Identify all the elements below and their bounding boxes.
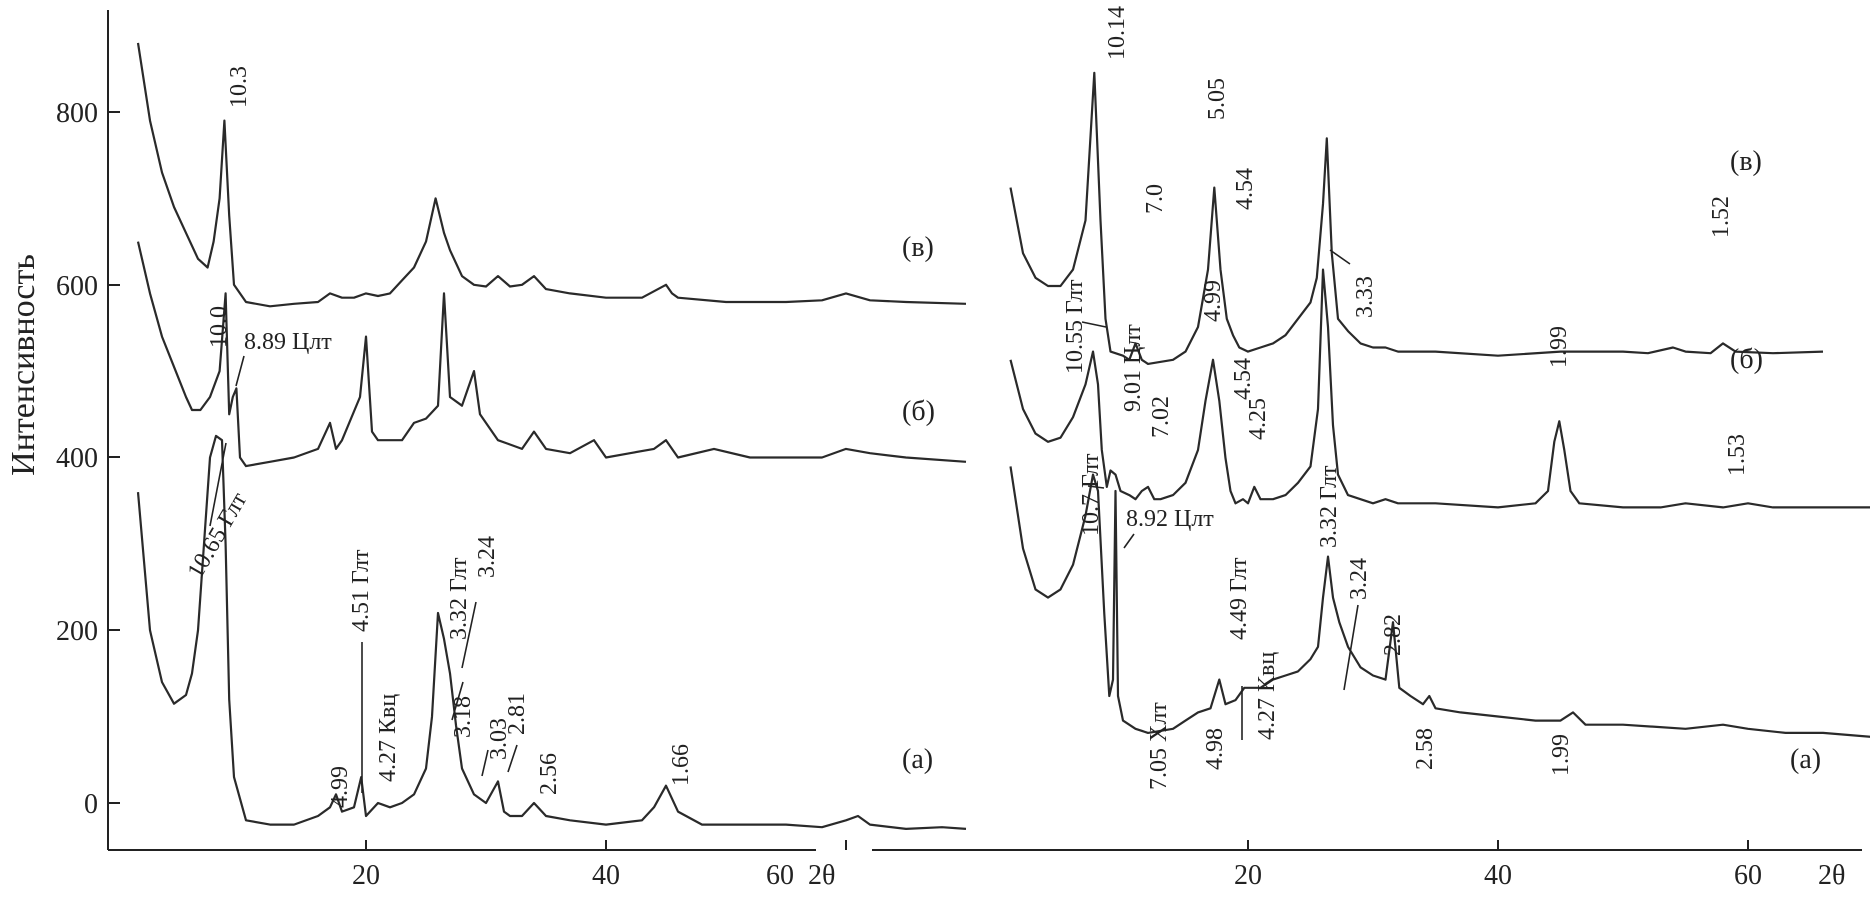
peak-label: 10.3 [226,66,252,108]
peak-label: 1.66 [668,744,694,786]
series-line-v [136,42,967,308]
peak-label: 9.01 Цлт [1120,324,1146,412]
y-tick-label: 600 [56,271,98,302]
peak-label: 2.82 [1380,614,1406,656]
peak-label: 3.32 Глт [446,557,472,640]
x-tick-label: 60 [766,860,794,891]
peak-label: 3.24 [1346,558,1372,600]
peak-label: 3.03 [486,718,512,760]
peak-label: 4.54 [1232,168,1258,210]
left-y-ticks: 800 600 400 200 0 [56,98,120,820]
peak-label: 7.0 [1142,184,1168,214]
series-line-b [1009,268,1870,509]
peak-label: 2.58 [1412,728,1438,770]
y-tick-label: 800 [56,98,98,129]
peak-label: 1.99 [1546,326,1572,368]
peak-label: 5.05 [1204,78,1230,120]
x-tick-label: 40 [592,860,620,891]
peak-label: 10.55 Глт [1062,279,1088,374]
series-label-v: (в) [1730,146,1762,177]
peak-label: 10.0 [206,306,232,348]
peak-label: 2.56 [536,753,562,795]
series-label-a: (а) [1790,744,1821,775]
series-line-b [136,241,967,468]
series-label-v: (в) [902,232,934,263]
peak-label: 3.32 Глт [1316,465,1342,548]
peak-label: 1.52 [1708,196,1734,238]
series-label-b: (б) [902,396,935,427]
peak-label: 1.99 [1548,734,1574,776]
x-tick-label: 60 [1734,860,1762,891]
y-tick-label: 400 [56,443,98,474]
series-line-a [1009,466,1870,738]
peak-label: 4.99 [327,766,353,808]
peak-label: 4.98 [1202,728,1228,770]
peak-label: 10.65 Глт [183,488,253,583]
peak-label: 3.33 [1352,276,1378,318]
peak-label: 7.05 Хлт [1146,702,1172,790]
peak-label: 10.14 [1104,6,1130,60]
peak-label: 4.54 [1230,358,1256,400]
peak-label: 8.89 Цлт [244,329,332,355]
x-tick-label: 40 [1484,860,1512,891]
x-tick-label: 20 [352,860,380,891]
series-label-b: (б) [1730,344,1763,375]
peak-label: 3.24 [474,536,500,578]
peak-label: 4.25 [1245,398,1271,440]
y-axis-title: Интенсивность [5,254,42,476]
peak-label: 7.02 [1148,396,1174,438]
peak-label: 4.49 Глт [1226,557,1252,640]
peak-label: 4.27 Квц [375,694,401,782]
x-axis-title: 2θ [808,860,835,891]
peak-label: 1.53 [1724,434,1750,476]
right-x-ticks: 20 40 60 2θ [1234,840,1845,891]
peak-label: 2.81 [504,693,530,735]
series-line-v [1009,71,1824,365]
peak-label: 4.51 Глт [348,549,374,632]
x-axis-title: 2θ [1818,860,1845,891]
y-tick-label: 200 [56,616,98,647]
peak-label: 8.92 Цлт [1126,506,1214,532]
left-x-ticks: 20 40 60 2θ [352,840,847,891]
peak-label: 4.99 [1200,280,1226,322]
series-line-a [136,434,967,830]
peak-label: 10.7 Глт [1078,453,1104,536]
y-tick-label: 0 [84,789,98,820]
series-label-a: (а) [902,744,933,775]
left-panel: 800 600 400 200 0 20 40 60 2θ (в) (б) (а… [56,10,967,891]
x-tick-label: 20 [1234,860,1262,891]
right-panel: 20 40 60 2θ (в) (б) (а) 10.14 5.05 7.0 4… [872,6,1870,891]
peak-label: 3.18 [450,696,476,738]
peak-label: 4.27 Квц [1254,652,1280,740]
